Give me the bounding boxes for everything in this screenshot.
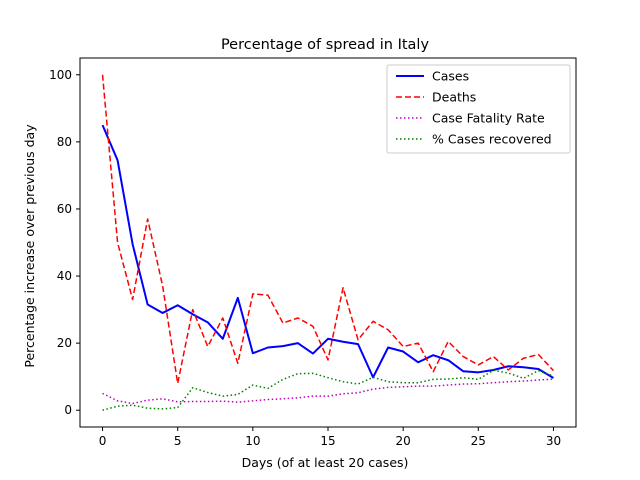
x-tick-label: 15 [320, 434, 335, 448]
legend-label: % Cases recovered [432, 132, 552, 147]
series-line-0 [101, 124, 554, 379]
y-tick-label: 20 [57, 336, 72, 350]
chart-title: Percentage of spread in Italy [221, 37, 429, 53]
y-axis: 0 20 40 60 80 100 [49, 68, 80, 417]
y-tick-label: 40 [57, 269, 72, 283]
series-line-1 [101, 74, 554, 385]
x-tick-label: 10 [245, 434, 260, 448]
x-tick-label: 20 [396, 434, 411, 448]
x-axis-label: Days (of at least 20 cases) [242, 455, 409, 470]
series-lines [101, 74, 554, 411]
x-axis: 0 5 10 15 20 25 30 [99, 427, 561, 448]
y-tick-label: 100 [49, 68, 72, 82]
legend: Cases Deaths Case Fatality Rate % Cases rec… [386, 64, 571, 154]
legend-box [386, 64, 571, 154]
x-tick-label: 0 [99, 434, 107, 448]
x-tick-label: 30 [546, 434, 561, 448]
y-tick-label: 0 [64, 403, 72, 417]
series-line-3 [102, 369, 554, 411]
legend-label: Deaths [432, 90, 476, 105]
x-tick-label: 5 [174, 434, 182, 448]
y-tick-label: 80 [57, 135, 72, 149]
y-tick-label: 60 [57, 202, 72, 216]
y-axis-label: Percentage increase over previous day [22, 124, 37, 368]
legend-label: Case Fatality Rate [432, 111, 545, 126]
series-line-2 [102, 378, 554, 405]
legend-label: Cases [432, 69, 469, 84]
x-tick-label: 25 [471, 434, 486, 448]
